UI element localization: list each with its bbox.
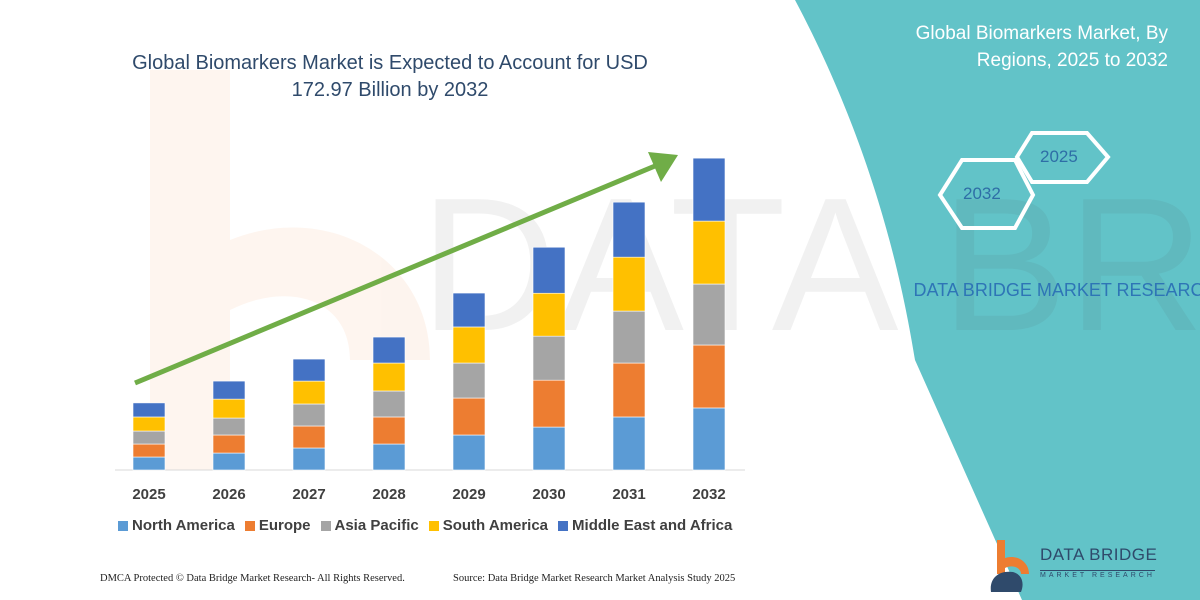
bar-segment-2031-north-america [612, 416, 646, 471]
bar-segment-2029-north-america [452, 434, 486, 471]
trend-arrow [134, 152, 678, 386]
bar-segment-2031-middle-east-and-africa [612, 201, 646, 258]
x-tick-label: 2028 [372, 486, 405, 503]
bar-segment-2026-middle-east-and-africa [212, 380, 246, 400]
bar-segment-2029-asia-pacific [452, 362, 486, 399]
legend-swatch [320, 520, 331, 531]
bar-segment-2029-europe [452, 397, 486, 436]
logo-name: DATA BRIDGE [1040, 545, 1158, 564]
legend-swatch [118, 520, 128, 531]
legend-label: Europe [258, 517, 311, 534]
bar-segment-2027-north-america [292, 447, 326, 471]
bar-segment-2027-europe [292, 425, 326, 449]
copyright-text: DMCA Protected © Data Bridge Market Rese… [100, 573, 405, 584]
x-tick-label: 2030 [532, 486, 565, 503]
legend: North America Europe Asia Pacific South Ame… [118, 517, 732, 534]
logo-subtitle: MARKET RESEARCH [1040, 570, 1155, 579]
x-tick-label: 2029 [452, 486, 485, 503]
bar-segment-2025-north-america [132, 456, 166, 471]
bar-segment-2025-middle-east-and-africa [132, 402, 166, 418]
legend-item: North America [118, 517, 235, 534]
bar-segment-2026-north-america [212, 452, 246, 471]
bar-segment-2032-asia-pacific [692, 283, 726, 346]
source-text: Source: Data Bridge Market Research Mark… [453, 573, 736, 584]
legend-swatch [428, 520, 439, 531]
bar-segment-2031-europe [612, 362, 646, 418]
bar-segment-2030-asia-pacific [532, 335, 566, 381]
bar-segment-2031-asia-pacific [612, 310, 646, 364]
legend-label: South America [442, 517, 549, 534]
legend-item: Asia Pacific [320, 517, 419, 534]
legend-label: Middle East and Africa [572, 517, 733, 534]
hex-2025-shape [1014, 131, 1111, 184]
x-tick-label: 2027 [292, 486, 325, 503]
bar-segment-2032-south-america [692, 220, 726, 285]
hex-label-2025: 2025 [1040, 147, 1078, 166]
bar-segment-2026-europe [212, 434, 246, 454]
brand-text: DATA BRIDGE MARKET RESEARCH [913, 280, 1200, 300]
bar-segment-2031-south-america [612, 256, 646, 312]
legend-label: Asia Pacific [334, 517, 419, 534]
bar-segment-2032-europe [692, 344, 726, 409]
bar-segment-2026-south-america [212, 398, 246, 419]
bar-segment-2028-south-america [372, 362, 406, 392]
x-tick-label: 2025 [132, 486, 165, 503]
bar-segment-2032-middle-east-and-africa [692, 157, 726, 222]
legend-swatch [558, 520, 569, 531]
chart-title: Global Biomarkers Market is Expected to … [132, 52, 648, 101]
bar-segment-2027-middle-east-and-africa [292, 358, 326, 382]
legend-label: North America [132, 517, 235, 534]
bar-segment-2029-middle-east-and-africa [452, 292, 486, 328]
legend-item: South America [428, 517, 549, 534]
bar-segment-2032-north-america [692, 407, 726, 471]
x-tick-label: 2032 [692, 486, 725, 503]
legend-item: Europe [244, 517, 311, 534]
legend-item: Middle East and Africa [558, 517, 732, 534]
bar-segment-2025-asia-pacific [132, 430, 166, 445]
bar-segment-2027-asia-pacific [292, 403, 326, 427]
bar-segment-2030-south-america [532, 292, 566, 337]
bar-segment-2028-middle-east-and-africa [372, 336, 406, 364]
bar-segment-2028-asia-pacific [372, 390, 406, 418]
bar-segment-2025-south-america [132, 416, 166, 432]
hex-label-2032: 2032 [963, 184, 1001, 203]
bar-segment-2025-europe [132, 443, 166, 458]
bar-segment-2029-south-america [452, 326, 486, 364]
side-panel-background [795, 0, 1200, 600]
bar-segment-2028-europe [372, 416, 406, 445]
side-title: Global Biomarkers Market, By Regions, 20… [915, 23, 1168, 71]
bar-segment-2028-north-america [372, 443, 406, 471]
bar-segment-2030-north-america [532, 426, 566, 471]
bar-segment-2027-south-america [292, 380, 326, 405]
bar-segment-2030-europe [532, 379, 566, 428]
logo-icon [990, 540, 1029, 592]
hex-2032-shape [937, 158, 1036, 230]
legend-swatch [244, 520, 255, 531]
x-tick-label: 2031 [612, 486, 645, 503]
bar-segment-2026-asia-pacific [212, 417, 246, 436]
bar-segment-2030-middle-east-and-africa [532, 246, 566, 294]
x-tick-label: 2026 [212, 486, 245, 503]
